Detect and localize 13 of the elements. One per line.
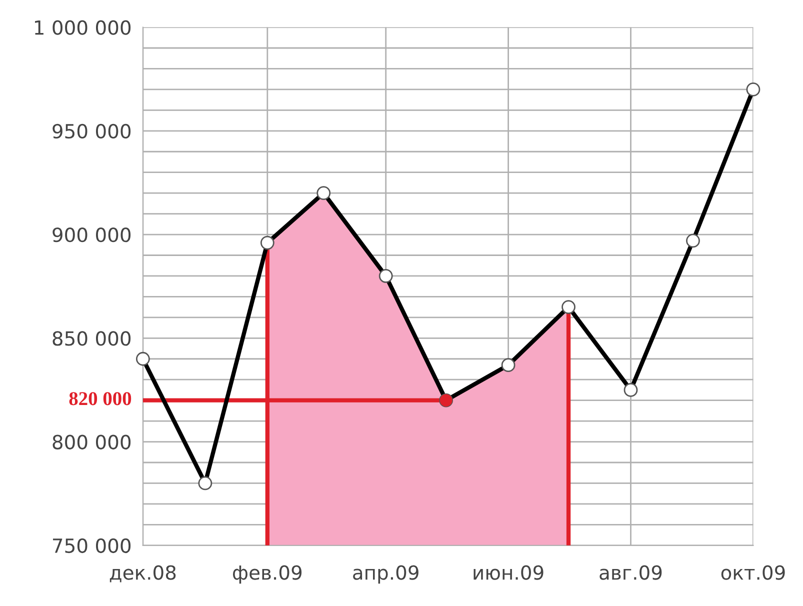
x-tick-label: фев.09 (232, 565, 302, 584)
x-tick-label: авг.09 (600, 565, 662, 580)
y-tick-label: 850 000 (52, 331, 131, 346)
x-tick-label: июн.09 (474, 565, 544, 580)
y-tick-label: 750 000 (53, 538, 131, 554)
ref-line-label: 820 000 (69, 392, 132, 406)
x-tick-label: апр.09 (353, 565, 418, 584)
y-tick-label: 1 000 000 (35, 20, 131, 35)
y-tick-label: 800 000 (52, 434, 131, 450)
y-tick-label: 900 000 (52, 227, 131, 242)
x-tick-label: дек.08 (110, 565, 176, 582)
y-tick-label: 950 000 (52, 124, 131, 139)
x-tick-label: окт.09 (721, 565, 785, 580)
